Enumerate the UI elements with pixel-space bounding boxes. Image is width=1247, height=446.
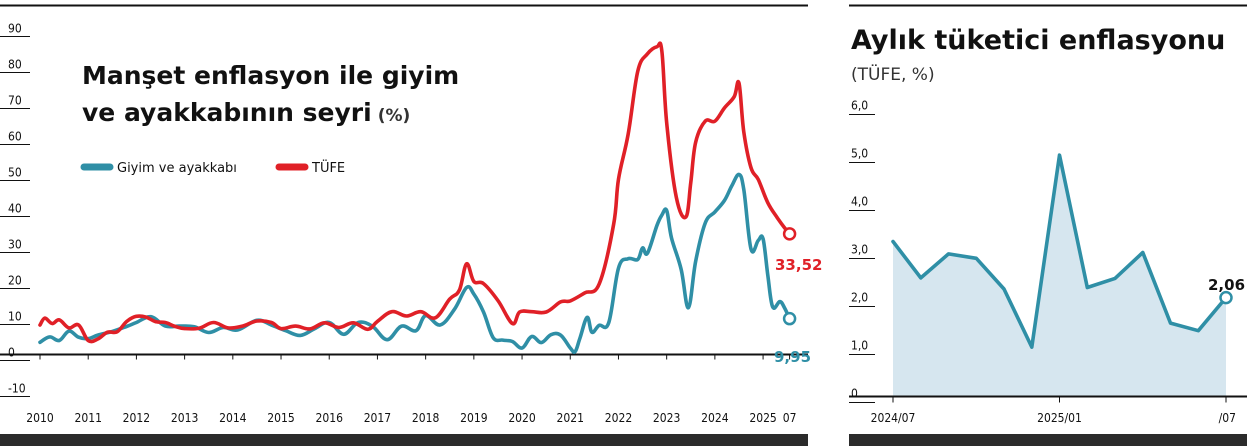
left-x-tick-label: 2018 (412, 411, 440, 425)
left-x-tick-label: 2010 (26, 411, 54, 425)
legend-label-giyim: Giyim ve ayakkabı (117, 161, 237, 176)
left-x-tick-label: 2022 (605, 411, 632, 425)
left-title-line2: ve ayakkabının seyri (%) (82, 98, 410, 127)
left-x-tick-label: 2016 (315, 411, 343, 425)
left-x-tick-label: 2017 (364, 411, 391, 425)
legend-label-tufe: TÜFE (311, 159, 345, 176)
right-x-tick-label: 2024/07 (871, 411, 916, 425)
left-x-axis: 2010 2011 2012 2013 2014 2015 2016 2017 2018 2019… (26, 354, 797, 425)
left-y-tick-label: 60 (8, 130, 22, 144)
end-label-giyim: 9,95 (774, 348, 811, 366)
left-title-unit: (%) (378, 106, 411, 126)
end-marker-monthly (1219, 290, 1233, 305)
right-plot-area (891, 153, 1233, 397)
left-y-tick-label: -10 (8, 382, 26, 396)
right-y-tick-label: 0 (851, 387, 858, 401)
right-bottom-bar (849, 434, 1247, 446)
left-x-tick-label: 2011 (74, 411, 101, 425)
left-y-tick-label: 90 (8, 22, 22, 36)
left-x-tick-label: 2019 (460, 411, 488, 425)
end-marker-giyim (782, 311, 797, 326)
left-x-tick-label: 2015 (267, 411, 294, 425)
end-label-tufe: 33,52 (775, 256, 822, 274)
left-title-line1: Manşet enflasyon ile giyim (82, 61, 459, 90)
right-y-tick-label: 3,0 (851, 243, 868, 257)
left-y-tick-label: 70 (8, 94, 22, 108)
left-x-tick-label: 2013 (171, 411, 198, 425)
right-y-tick-label: 4,0 (851, 195, 868, 209)
series-line-monthly (891, 153, 1228, 349)
right-x-axis: 2024/07 2025/01/07 (871, 396, 1236, 425)
right-y-tick-label: 2,0 (851, 291, 868, 305)
left-x-tick-label: 2021 (557, 411, 584, 425)
left-y-tick-label: 30 (8, 238, 22, 252)
right-x-tick-label: 2025/01 (1037, 411, 1082, 425)
left-y-tick-label: 40 (8, 202, 22, 216)
right-x-tick-label: /07 (1219, 411, 1236, 425)
right-title: Aylık tüketici enflasyonu (851, 25, 1225, 56)
end-marker-tufe (782, 227, 797, 241)
left-x-tick-label: 2024 (701, 411, 729, 425)
left-x-tick-label: 2025 (749, 411, 776, 425)
left-bottom-bar (0, 434, 808, 446)
left-y-tick-label: 80 (8, 58, 22, 72)
series-line-giyim (38, 172, 792, 354)
area-fill-monthly (893, 155, 1226, 397)
series-line-tufe (38, 41, 792, 344)
left-y-tick-label: 10 (8, 310, 22, 324)
right-y-axis: 6,0 5,0 4,0 3,0 2,0 1,0 0 (849, 99, 875, 403)
left-y-axis: 90 80 70 60 50 40 30 20 10 0 -10 (0, 22, 30, 397)
left-plot-area (38, 41, 797, 354)
left-y-tick-label: 50 (8, 166, 22, 180)
left-x-tick-label: 07 (783, 411, 797, 425)
right-y-tick-label: 1,0 (851, 339, 868, 353)
end-label-monthly: 2,06 (1208, 276, 1245, 294)
left-y-tick-label: 0 (8, 346, 15, 360)
right-unit: (TÜFE, %) (851, 63, 935, 85)
left-x-tick-label: 2012 (123, 411, 150, 425)
right-y-tick-label: 5,0 (851, 147, 868, 161)
left-y-tick-label: 20 (8, 274, 22, 288)
left-x-tick-label: 2014 (219, 411, 247, 425)
left-legend: Giyim ve ayakkabı TÜFE (80, 159, 345, 176)
left-x-tick-label: 2023 (653, 411, 680, 425)
left-title-line2-text: ve ayakkabının seyri (82, 98, 372, 127)
left-x-tick-label: 2020 (508, 411, 536, 425)
right-y-tick-label: 6,0 (851, 99, 868, 113)
